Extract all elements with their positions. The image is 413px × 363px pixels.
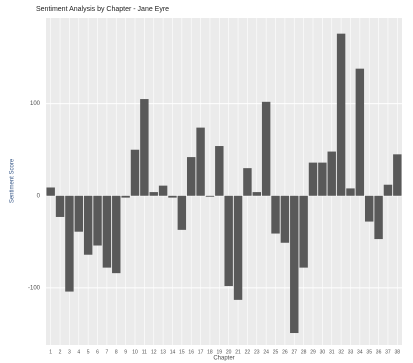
x-tick-label: 9 [124, 349, 127, 355]
bar [177, 195, 187, 230]
bar [121, 195, 130, 198]
bar [383, 184, 393, 196]
bar [336, 33, 346, 196]
bar [224, 195, 233, 287]
bar [83, 195, 93, 255]
x-tick-label: 38 [395, 349, 401, 355]
chart-title: Sentiment Analysis by Chapter - Jane Eyr… [36, 6, 169, 13]
bar [393, 154, 402, 196]
x-tick-label: 11 [142, 349, 147, 355]
x-tick-label: 29 [310, 349, 316, 355]
x-tick-label: 2 [59, 349, 62, 355]
bar [299, 195, 308, 268]
bar [215, 146, 224, 196]
x-tick-label: 20 [226, 349, 232, 355]
bar [271, 195, 280, 234]
bar [130, 149, 140, 196]
bar [46, 187, 55, 196]
bar [374, 195, 383, 240]
bar [233, 195, 243, 300]
x-tick-label: 23 [254, 349, 260, 355]
bar [355, 68, 365, 196]
x-tick-label: 22 [245, 349, 251, 355]
bar [280, 195, 290, 243]
x-tick-label: 32 [338, 349, 344, 355]
bar [112, 195, 121, 274]
bar [196, 127, 205, 196]
x-tick-label: 4 [77, 349, 80, 355]
bar [140, 99, 149, 196]
x-tick-label: 31 [329, 349, 335, 355]
y-tick-label: -100 [28, 285, 41, 291]
x-tick-label: 28 [301, 349, 307, 355]
x-tick-label: 16 [188, 349, 194, 355]
bar [102, 195, 112, 268]
x-tick-label: 14 [170, 349, 176, 355]
x-tick-label: 33 [348, 349, 354, 355]
x-tick-label: 18 [207, 349, 213, 355]
bar [149, 192, 158, 196]
x-tick-label: 24 [263, 349, 269, 355]
panel [46, 18, 402, 345]
x-tick-label: 30 [320, 349, 326, 355]
bar [243, 168, 252, 196]
bar [318, 162, 327, 196]
x-tick-label: 1 [49, 349, 52, 355]
bar [261, 101, 271, 196]
x-tick-label: 10 [132, 349, 138, 355]
bar [205, 195, 215, 197]
x-tick-label: 34 [357, 349, 363, 355]
y-axis-label: Sentiment Score [10, 158, 16, 203]
x-tick-label: 3 [68, 349, 71, 355]
x-tick-label: 37 [385, 349, 391, 355]
x-tick-label: 21 [235, 349, 241, 355]
bar [93, 195, 102, 246]
bar [65, 195, 74, 292]
x-tick-label: 17 [198, 349, 204, 355]
bar [55, 195, 65, 217]
bar [364, 195, 374, 222]
x-tick-label: 25 [273, 349, 279, 355]
bar [74, 195, 84, 232]
x-tick-label: 15 [179, 349, 185, 355]
bar [327, 151, 336, 196]
bar [168, 195, 177, 198]
x-tick-label: 19 [217, 349, 223, 355]
x-tick-label: 36 [376, 349, 382, 355]
x-tick-label: 8 [115, 349, 118, 355]
y-tick-label: 100 [30, 101, 41, 107]
x-axis-label: Chapter [213, 356, 234, 362]
x-tick-label: 12 [151, 349, 157, 355]
bar [346, 188, 355, 196]
x-tick-label: 6 [96, 349, 99, 355]
bar [158, 185, 168, 196]
x-tick-label: 26 [282, 349, 288, 355]
x-tick-label: 35 [366, 349, 372, 355]
bar [290, 195, 299, 334]
bar [308, 162, 318, 196]
y-tick-label: 0 [37, 193, 41, 199]
x-tick-label: 5 [87, 349, 90, 355]
bar [186, 157, 196, 196]
x-tick-label: 27 [291, 349, 297, 355]
x-tick-label: 7 [106, 349, 109, 355]
bar [252, 192, 262, 196]
x-tick-label: 13 [160, 349, 166, 355]
